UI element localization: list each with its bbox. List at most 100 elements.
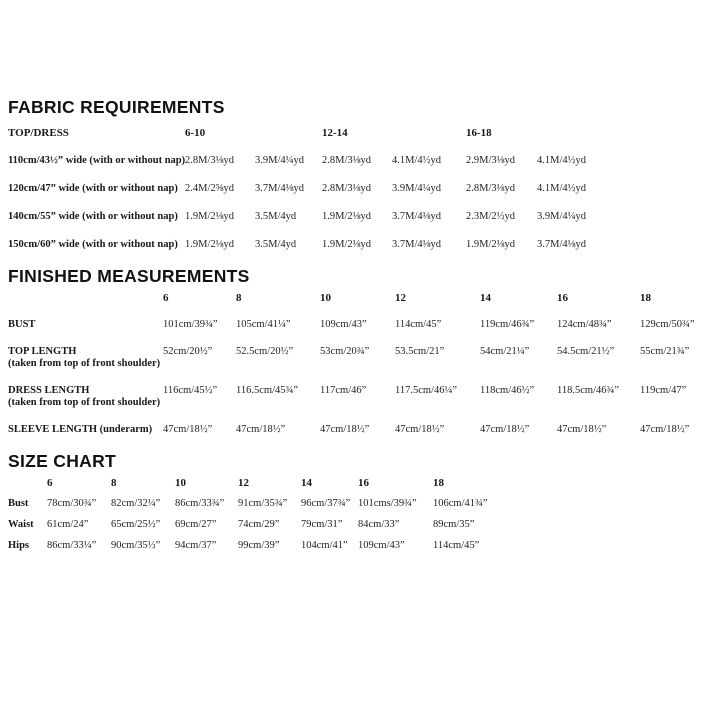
size-column-header: 8 (236, 292, 242, 304)
fabric-size-group-header: 12-14 (322, 127, 348, 139)
measurement-value: 118cm/46½” (480, 385, 535, 396)
measurement-value: 124cm/48¾” (557, 319, 612, 330)
size-chart-row-label: Bust (8, 498, 29, 509)
fabric-yardage-value: 1.9M/2⅛yd (466, 239, 516, 250)
size-column-header: 16 (358, 477, 369, 489)
size-chart-title: SIZE CHART (8, 451, 116, 471)
measurement-value: 52cm/20½” (163, 346, 213, 357)
measurement-value: 54.5cm/21½” (557, 346, 615, 357)
size-chart-value: 99cm/39” (238, 540, 280, 551)
measurement-value: 54cm/21¼” (480, 346, 530, 357)
size-column-header: 14 (301, 477, 312, 489)
fabric-requirements-table: TOP/DRESS 6-10 12-14 16-18 110cm/43½” wide (… (8, 127, 710, 251)
fabric-yardage-value: 1.9M/2⅛yd (322, 211, 372, 222)
measurement-value: 47cm/18½” (236, 424, 286, 435)
size-chart-value: 89cm/35” (433, 519, 475, 530)
size-chart-value: 74cm/29” (238, 519, 280, 530)
fabric-yardage-value: 3.5M/4yd (255, 239, 297, 250)
fabric-corner-header: TOP/DRESS (8, 127, 69, 139)
size-chart-value: 69cm/27” (175, 519, 217, 530)
size-chart-value: 109cm/43” (358, 540, 405, 551)
fabric-yardage-value: 2.8M/3⅛yd (466, 183, 516, 194)
measurement-row-sublabel: (taken from top of front shoulder) (8, 358, 161, 369)
size-column-header: 10 (320, 292, 331, 304)
size-chart-value: 90cm/35½” (111, 540, 161, 551)
size-column-header: 16 (557, 292, 568, 304)
measurement-value: 47cm/18½” (320, 424, 370, 435)
measurement-value: 117cm/46” (320, 385, 367, 396)
fabric-yardage-value: 2.8M/3⅛yd (322, 183, 372, 194)
size-chart-value: 104cm/41” (301, 540, 348, 551)
measurement-value: 101cm/39¾” (163, 319, 218, 330)
size-chart-value: 65cm/25½” (111, 519, 161, 530)
measurement-row-label: TOP LENGTH (taken from top of front shoul… (8, 346, 163, 370)
size-chart-value: 86cm/33¼” (47, 540, 97, 551)
size-column-header: 12 (238, 477, 249, 489)
measurement-value: 114cm/45” (395, 319, 442, 330)
size-chart-value: 106cm/41¾” (433, 498, 488, 509)
size-column-header: 12 (395, 292, 406, 304)
fabric-yardage-value: 2.3M/2½yd (466, 211, 516, 222)
measurement-value: 117.5cm/46¼” (395, 385, 458, 396)
fabric-yardage-value: 2.9M/3⅛yd (466, 155, 516, 166)
size-chart-row-label: Waist (8, 519, 34, 530)
size-chart-value: 86cm/33¾” (175, 498, 225, 509)
fabric-yardage-value: 3.7M/4⅛yd (392, 211, 442, 222)
size-chart-value: 78cm/30¾” (47, 498, 97, 509)
fabric-yardage-value: 2.8M/3⅛yd (322, 155, 372, 166)
size-column-header: 6 (163, 292, 169, 304)
fabric-yardage-value: 3.7M/4⅛yd (392, 239, 442, 250)
size-column-header: 14 (480, 292, 491, 304)
fabric-requirements-title: FABRIC REQUIREMENTS (8, 97, 225, 117)
measurement-value: 129cm/50¾” (640, 319, 695, 330)
fabric-yardage-value: 4.1M/4½yd (537, 155, 587, 166)
measurement-value: 47cm/18½” (640, 424, 690, 435)
measurement-row-label-text: SLEEVE LENGTH (underarm) (8, 424, 153, 435)
size-chart-value: 61cm/24” (47, 519, 89, 530)
measurement-row-label-text: DRESS LENGTH (8, 385, 90, 396)
size-chart-table: 6 8 10 12 14 16 18 Bust 78cm/30¾” 82cm/32¼” 86cm/3… (8, 477, 710, 552)
size-column-header: 10 (175, 477, 186, 489)
fabric-requirements-section: FABRIC REQUIREMENTS TOP/DRESS 6-10 12-14 16… (8, 96, 710, 251)
measurement-value: 47cm/18½” (395, 424, 445, 435)
measurement-value: 116.5cm/45¾” (236, 385, 299, 396)
size-chart-value: 79cm/31” (301, 519, 343, 530)
fabric-size-group-header: 6-10 (185, 127, 206, 139)
size-chart-value: 114cm/45” (433, 540, 480, 551)
measurement-value: 55cm/21¾” (640, 346, 690, 357)
measurement-value: 118.5cm/46¾” (557, 385, 620, 396)
measurement-row-label: DRESS LENGTH (taken from top of front sho… (8, 385, 163, 409)
size-column-header: 8 (111, 477, 117, 489)
finished-measurements-section: FINISHED MEASUREMENTS 6 8 10 12 14 16 18 BUST 10… (8, 265, 710, 436)
size-chart-value: 82cm/32¼” (111, 498, 161, 509)
measurement-value: 47cm/18½” (557, 424, 607, 435)
size-column-header: 18 (640, 292, 651, 304)
fabric-yardage-value: 3.9M/4¼yd (255, 155, 305, 166)
size-chart-value: 91cm/35¾” (238, 498, 288, 509)
size-chart-value: 101cms/39¾” (358, 498, 417, 509)
fabric-yardage-value: 2.8M/3⅛yd (185, 155, 235, 166)
fabric-yardage-value: 3.7M/4⅛yd (255, 183, 305, 194)
size-chart-value: 94cm/37” (175, 540, 217, 551)
measurement-value: 116cm/45½” (163, 385, 218, 396)
fabric-row-label: 140cm/55” wide (with or without nap) (8, 211, 178, 222)
size-chart-value: 96cm/37¾” (301, 498, 351, 509)
measurement-value: 119cm/47” (640, 385, 687, 396)
fabric-yardage-value: 2.4M/2⅝yd (185, 183, 235, 194)
fabric-yardage-value: 1.9M/2⅛yd (185, 239, 235, 250)
measurement-value: 47cm/18½” (480, 424, 530, 435)
measurement-value: 105cm/41¼” (236, 319, 291, 330)
measurement-value: 53cm/20¾” (320, 346, 370, 357)
measurement-row-label: BUST (8, 319, 163, 331)
measurement-row-label-text: BUST (8, 319, 36, 330)
finished-measurements-table: 6 8 10 12 14 16 18 BUST 101cm/39¾” 105cm/41¼” 109c… (8, 292, 710, 436)
measurement-row-label-text: TOP LENGTH (8, 346, 77, 357)
fabric-row-label: 120cm/47” wide (with or without nap) (8, 183, 178, 194)
fabric-yardage-value: 3.9M/4¼yd (537, 211, 587, 222)
fabric-yardage-value: 1.9M/2⅛yd (185, 211, 235, 222)
measurement-value: 47cm/18½” (163, 424, 213, 435)
size-column-header: 6 (47, 477, 53, 489)
fabric-yardage-value: 4.1M/4½yd (392, 155, 442, 166)
size-chart-row-label: Hips (8, 540, 30, 551)
